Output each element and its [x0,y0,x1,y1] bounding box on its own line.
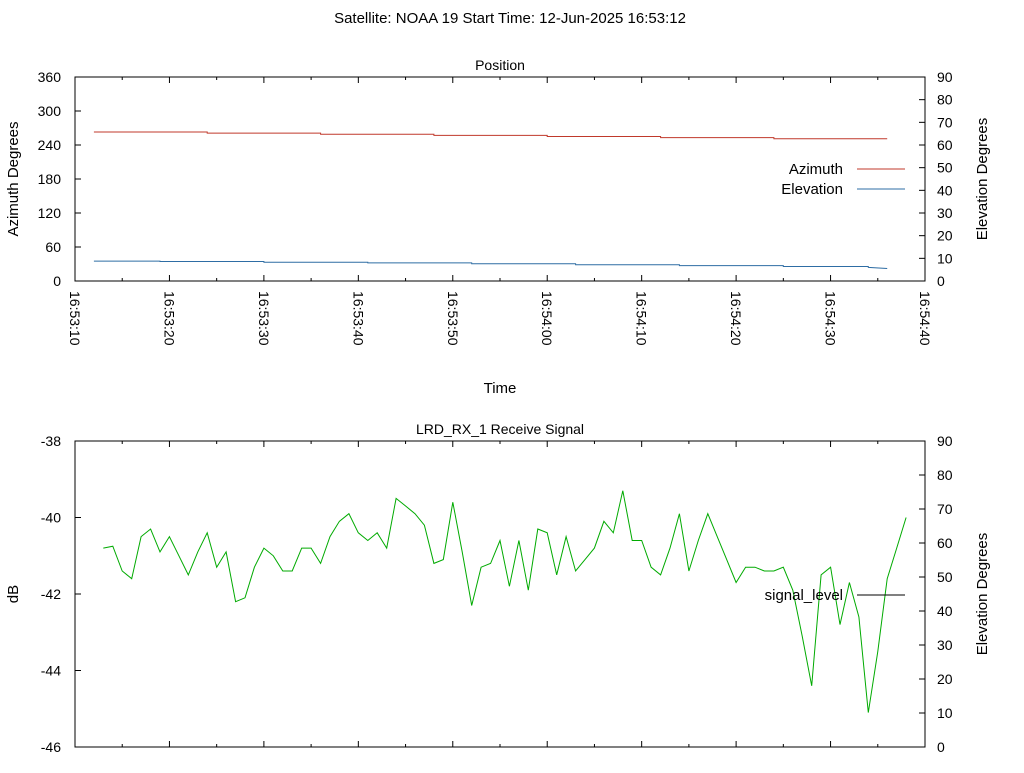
y2-tick-label: 70 [937,501,953,517]
series-line-elevation [93,260,888,269]
y-tick-label: 300 [38,103,62,119]
y2-tick-label: 0 [937,273,945,289]
y2-tick-label: 90 [937,433,953,449]
y-tick-label: -40 [41,510,61,526]
y2-tick-label: 50 [937,160,953,176]
plot-frame [74,76,926,282]
y2-tick-label: 80 [937,92,953,108]
y2-tick-label: 50 [937,569,953,585]
y2-tick-label: 70 [937,114,953,130]
x-tick-label: 16:54:40 [917,291,933,346]
x-tick-label: 16:53:20 [161,291,177,346]
y-tick-label: -42 [41,586,61,602]
y2-tick-label: 40 [937,603,953,619]
y2-axis-label: Elevation Degrees [974,533,991,656]
y-tick-label: 120 [38,205,62,221]
y-tick-label: 360 [38,69,62,85]
y2-tick-label: 40 [937,182,953,198]
x-tick-label: 16:54:30 [823,291,839,346]
legend-label: Azimuth [789,161,843,178]
series-line-signal-level [103,490,907,713]
y-tick-label: 60 [45,239,61,255]
x-axis-label: Time [484,380,517,397]
y-tick-label: -46 [41,739,61,755]
x-tick-label: 16:54:00 [539,291,555,346]
y2-tick-label: 60 [937,137,953,153]
legend-label: signal_level [765,587,843,604]
chart-title: Position [475,57,525,73]
y2-tick-label: 60 [937,535,953,551]
y2-tick-label: 80 [937,467,953,483]
y-tick-label: 0 [53,273,61,289]
y2-tick-label: 10 [937,705,953,721]
y-tick-label: 180 [38,171,62,187]
x-tick-label: 16:53:10 [67,291,83,346]
y2-tick-label: 20 [937,228,953,244]
series-line-azimuth [93,131,888,140]
y-tick-label: -44 [41,663,61,679]
page-title: Satellite: NOAA 19 Start Time: 12-Jun-20… [334,10,686,27]
y2-tick-label: 30 [937,637,953,653]
y2-tick-label: 20 [937,671,953,687]
y2-tick-label: 90 [937,69,953,85]
legend-label: Elevation [781,181,843,198]
y-axis-label: dB [5,585,22,603]
x-tick-label: 16:54:20 [728,291,744,346]
x-tick-label: 16:53:30 [256,291,272,346]
y-tick-label: 240 [38,137,62,153]
y-tick-label: -38 [41,433,61,449]
y-axis-label: Azimuth Degrees [5,121,22,236]
y2-axis-label: Elevation Degrees [974,118,991,241]
y2-tick-label: 10 [937,250,953,266]
x-tick-label: 16:53:50 [445,291,461,346]
x-tick-label: 16:53:40 [350,291,366,346]
chart-title: LRD_RX_1 Receive Signal [416,421,584,437]
x-tick-label: 16:54:10 [634,291,650,346]
y2-tick-label: 0 [937,739,945,755]
y2-tick-label: 30 [937,205,953,221]
